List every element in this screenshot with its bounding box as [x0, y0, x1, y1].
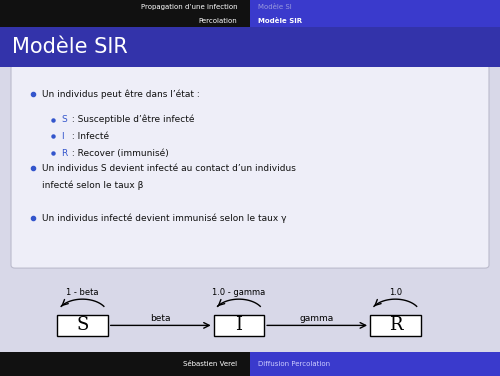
- Text: 1.0 - gamma: 1.0 - gamma: [212, 288, 266, 297]
- Text: Sébastien Verel: Sébastien Verel: [184, 361, 238, 367]
- Text: Modèle SIR: Modèle SIR: [258, 18, 302, 24]
- Text: : Infecté: : Infecté: [69, 132, 109, 141]
- Text: Modèle SIR: Modèle SIR: [12, 37, 128, 57]
- FancyBboxPatch shape: [11, 65, 489, 268]
- Text: Percolation: Percolation: [199, 18, 237, 24]
- Text: Diffusion Percolation: Diffusion Percolation: [258, 361, 330, 367]
- Bar: [0, 352, 250, 376]
- Bar: [370, 315, 420, 336]
- Text: infecté selon le taux β: infecté selon le taux β: [42, 180, 144, 190]
- Bar: [0, 27, 500, 67]
- Bar: [0, 0, 250, 27]
- Text: R: R: [388, 316, 402, 334]
- Text: I: I: [62, 132, 64, 141]
- Text: Un individus peut être dans l’état :: Un individus peut être dans l’état :: [42, 89, 200, 99]
- Text: Modèle SI: Modèle SI: [258, 4, 291, 10]
- Text: S: S: [62, 115, 67, 124]
- Bar: [250, 0, 500, 27]
- Text: Un individus S devient infecté au contact d’un individus: Un individus S devient infecté au contac…: [42, 164, 296, 173]
- Text: beta: beta: [150, 314, 171, 323]
- Text: S: S: [76, 316, 88, 334]
- Text: : Recover (immunisé): : Recover (immunisé): [69, 149, 169, 158]
- Text: R: R: [62, 149, 68, 158]
- Text: Un individus infecté devient immunisé selon le taux γ: Un individus infecté devient immunisé se…: [42, 213, 287, 223]
- Bar: [214, 315, 264, 336]
- Text: : Susceptible d’être infecté: : Susceptible d’être infecté: [69, 115, 194, 124]
- Text: Propagation d’une infection: Propagation d’une infection: [141, 4, 238, 10]
- Text: 1.0: 1.0: [388, 288, 402, 297]
- Text: 1 - beta: 1 - beta: [66, 288, 99, 297]
- Text: gamma: gamma: [300, 314, 334, 323]
- Bar: [250, 352, 500, 376]
- Bar: [57, 315, 108, 336]
- Text: I: I: [236, 316, 242, 334]
